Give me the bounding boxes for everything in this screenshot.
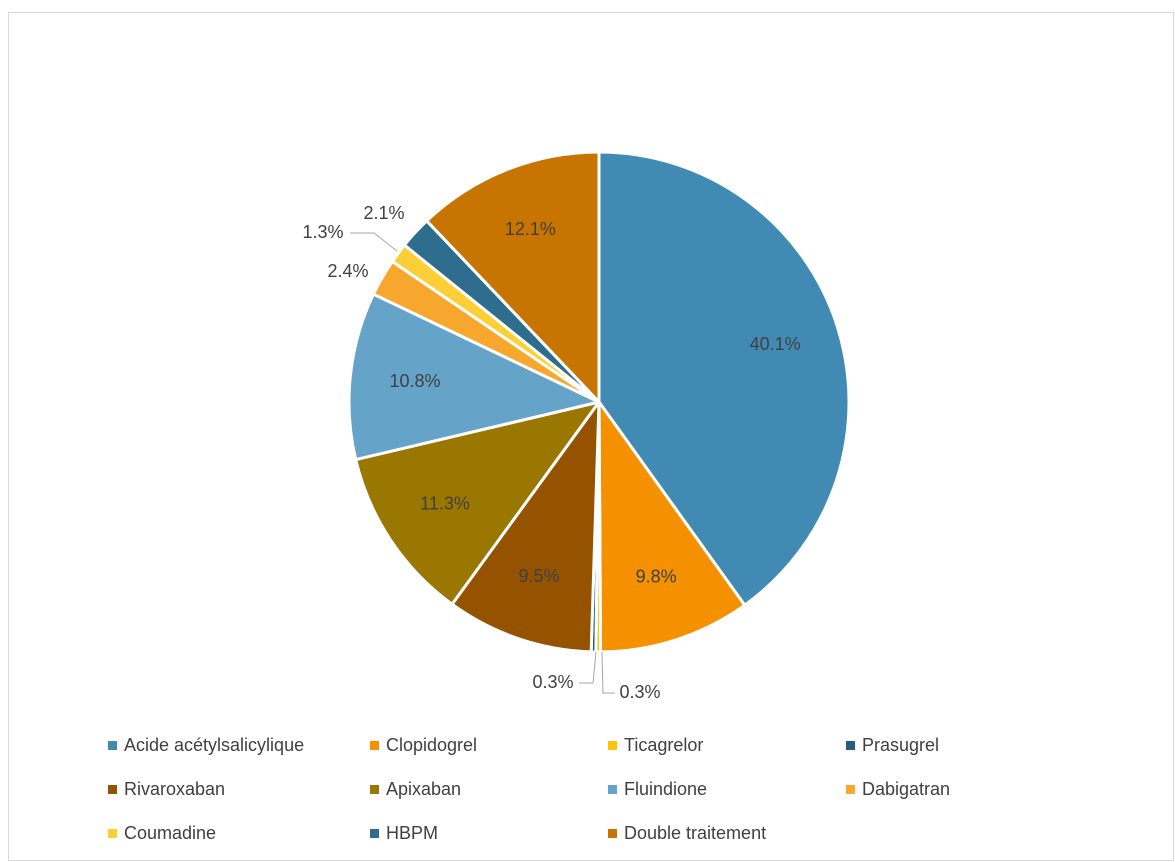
legend-swatch <box>846 784 855 794</box>
data-label-ticagrelor: 0.3% <box>532 672 573 692</box>
legend-item-coumadine: Coumadine <box>108 818 370 848</box>
data-label-rivaroxaban: 9.5% <box>519 566 560 586</box>
legend-item-dabigatran: Dabigatran <box>846 774 1068 804</box>
legend-label: Clopidogrel <box>386 734 478 755</box>
legend-item-apixaban: Apixaban <box>370 774 608 804</box>
legend-item-hbpm: HBPM <box>370 818 608 848</box>
legend-label: Acide acétylsalicylique <box>124 734 305 755</box>
pie-slice-acide-acetylsalicylique <box>597 150 851 607</box>
pie-slice-rivaroxaban <box>450 400 601 654</box>
legend-swatch <box>108 828 117 838</box>
legend-swatch <box>370 828 379 838</box>
leader-line-coumadine <box>350 232 398 252</box>
legend-swatch <box>108 740 117 750</box>
legend-item-ticagrelor: Ticagrelor <box>608 730 846 760</box>
pie-slice-clopidogrel <box>597 400 747 654</box>
pie-slice-apixaban <box>354 400 601 606</box>
data-label-apixaban: 11.3% <box>420 493 470 513</box>
leader-line-ticagrelor <box>579 651 597 684</box>
data-label-clopidogrel: 9.8% <box>636 567 677 587</box>
pie-slice-fluindione <box>347 292 601 462</box>
legend-swatch <box>608 828 617 838</box>
legend-label: Ticagrelor <box>624 734 704 755</box>
leader-line-prasugrel <box>601 651 615 694</box>
legend-label: Coumadine <box>124 822 217 843</box>
legend-label: Apixaban <box>386 778 462 799</box>
data-label-dabigatran: 2.4% <box>327 261 368 281</box>
pie-slice-double-traitement <box>425 150 601 404</box>
legend-swatch <box>108 784 117 794</box>
legend-swatch <box>370 784 379 794</box>
legend-item-clopidogrel: Clopidogrel <box>370 730 608 760</box>
data-label-coumadine: 1.3% <box>302 222 343 242</box>
legend-label: HBPM <box>386 822 439 843</box>
legend-label: Prasugrel <box>862 734 940 755</box>
legend-label: Double traitement <box>624 822 767 843</box>
data-label-prasugrel: 0.3% <box>619 682 660 702</box>
chart-legend: Acide acétylsalicylique Clopidogrel Ticagr… <box>108 730 1068 848</box>
data-label-hbpm: 2.1% <box>363 203 404 223</box>
legend-label: Dabigatran <box>862 778 951 799</box>
data-label-double-traitement: 12.1% <box>505 219 556 239</box>
data-label-fluindione: 10.8% <box>390 371 441 391</box>
legend-swatch <box>608 784 617 794</box>
legend-label: Rivaroxaban <box>124 778 226 799</box>
legend-item-double-traitement: Double traitement <box>608 818 846 848</box>
legend-item-fluindione: Fluindione <box>608 774 846 804</box>
legend-item-prasugrel: Prasugrel <box>846 730 1068 760</box>
data-label-acide-acetylsalicylique: 40.1% <box>750 334 801 354</box>
legend-item-acide-acetylsalicylique: Acide acétylsalicylique <box>108 730 370 760</box>
legend-swatch <box>608 740 617 750</box>
legend-swatch <box>370 740 379 750</box>
legend-label: Fluindione <box>624 778 708 799</box>
legend-swatch <box>846 740 855 750</box>
legend-item-rivaroxaban: Rivaroxaban <box>108 774 370 804</box>
